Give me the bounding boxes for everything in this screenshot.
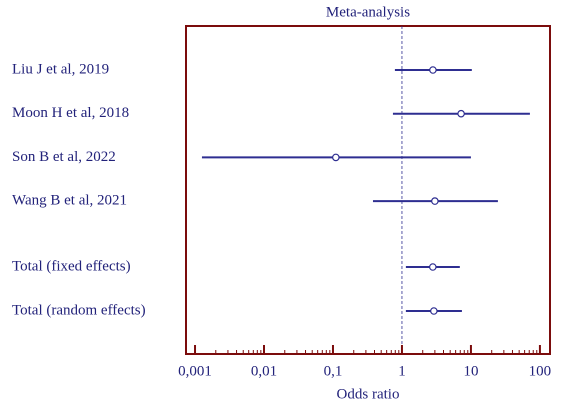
x-tick-label: 100 <box>529 363 552 379</box>
point-estimate <box>429 66 437 74</box>
row-label: Wang B et al, 2021 <box>12 193 127 209</box>
x-tick-label: 1 <box>398 363 406 379</box>
x-tick-label: 10 <box>463 363 478 379</box>
chart-title: Meta-analysis <box>326 4 410 20</box>
row-label: Moon H et al, 2018 <box>12 105 129 121</box>
x-tick-label: 0,001 <box>178 363 212 379</box>
point-estimate <box>430 307 438 315</box>
x-axis-label: Odds ratio <box>337 386 400 402</box>
x-tick-label: 0,01 <box>251 363 277 379</box>
point-estimate <box>431 197 439 205</box>
point-estimate <box>332 153 340 162</box>
row-label: Total (random effects) <box>12 302 146 318</box>
row-label: Liu J et al, 2019 <box>12 61 109 77</box>
point-estimate <box>429 263 437 271</box>
x-tick-label: 0,1 <box>324 363 343 379</box>
row-label: Total (fixed effects) <box>12 258 131 274</box>
row-label: Son B et al, 2022 <box>12 149 116 165</box>
point-estimate <box>457 109 465 118</box>
plot-frame <box>185 25 551 355</box>
